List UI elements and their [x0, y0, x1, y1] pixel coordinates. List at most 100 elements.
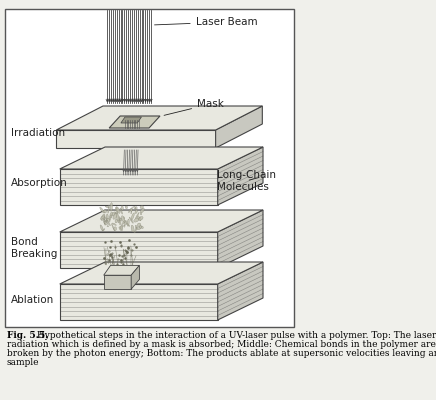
- Polygon shape: [109, 116, 160, 128]
- Polygon shape: [60, 262, 263, 284]
- Ellipse shape: [120, 226, 123, 230]
- Ellipse shape: [121, 206, 123, 210]
- Ellipse shape: [126, 222, 130, 226]
- Text: Bond
Breaking: Bond Breaking: [11, 237, 58, 259]
- Ellipse shape: [140, 212, 142, 215]
- Ellipse shape: [111, 212, 116, 216]
- Ellipse shape: [129, 217, 133, 223]
- Polygon shape: [104, 275, 131, 289]
- Ellipse shape: [102, 229, 105, 231]
- Ellipse shape: [115, 212, 118, 214]
- Ellipse shape: [114, 227, 116, 230]
- Ellipse shape: [103, 218, 106, 225]
- Ellipse shape: [120, 208, 123, 214]
- Ellipse shape: [110, 212, 113, 216]
- Ellipse shape: [107, 218, 110, 222]
- Polygon shape: [60, 169, 218, 205]
- Ellipse shape: [131, 225, 134, 232]
- Ellipse shape: [131, 213, 134, 220]
- Ellipse shape: [139, 216, 143, 220]
- Ellipse shape: [140, 217, 141, 221]
- Ellipse shape: [134, 218, 139, 222]
- Ellipse shape: [140, 208, 144, 213]
- Text: radiation which is defined by a mask is absorbed; Middle: Chemical bonds in the : radiation which is defined by a mask is …: [7, 340, 436, 349]
- Ellipse shape: [135, 227, 137, 233]
- Ellipse shape: [136, 228, 140, 230]
- Ellipse shape: [136, 212, 139, 218]
- Text: Hypothetical steps in the interaction of a UV-laser pulse with a polymer. Top: T: Hypothetical steps in the interaction of…: [34, 331, 436, 340]
- Ellipse shape: [112, 224, 115, 231]
- Ellipse shape: [109, 216, 111, 220]
- Text: Laser Beam: Laser Beam: [154, 17, 257, 27]
- Ellipse shape: [135, 225, 137, 229]
- Ellipse shape: [113, 213, 118, 219]
- Polygon shape: [60, 210, 263, 232]
- Ellipse shape: [130, 208, 133, 211]
- FancyBboxPatch shape: [6, 9, 294, 327]
- Polygon shape: [60, 232, 218, 268]
- Text: Long-Chain
Molecules: Long-Chain Molecules: [217, 170, 276, 192]
- Ellipse shape: [138, 216, 139, 219]
- Polygon shape: [56, 106, 262, 130]
- Ellipse shape: [105, 206, 109, 208]
- Ellipse shape: [121, 225, 123, 229]
- Text: Ablation: Ablation: [11, 295, 54, 305]
- Text: Absorption: Absorption: [11, 178, 68, 188]
- Ellipse shape: [139, 226, 142, 228]
- Ellipse shape: [100, 216, 105, 219]
- Ellipse shape: [116, 213, 119, 221]
- Ellipse shape: [115, 219, 117, 223]
- Ellipse shape: [137, 223, 141, 227]
- Text: Fig. 5.5.: Fig. 5.5.: [7, 331, 48, 340]
- Ellipse shape: [112, 223, 116, 225]
- Ellipse shape: [116, 207, 120, 214]
- Text: Mask: Mask: [164, 99, 224, 115]
- Polygon shape: [216, 106, 262, 148]
- Polygon shape: [60, 284, 218, 320]
- Ellipse shape: [104, 221, 107, 225]
- Ellipse shape: [125, 206, 128, 209]
- Ellipse shape: [105, 217, 106, 219]
- Text: broken by the photon energy; Bottom: The products ablate at supersonic velocitie: broken by the photon energy; Bottom: The…: [7, 349, 436, 358]
- Ellipse shape: [133, 206, 136, 209]
- Text: sample: sample: [7, 358, 39, 367]
- Polygon shape: [60, 147, 263, 169]
- Ellipse shape: [141, 226, 143, 228]
- Text: Irradiation: Irradiation: [11, 128, 65, 138]
- Ellipse shape: [129, 209, 131, 213]
- Ellipse shape: [127, 219, 129, 226]
- Polygon shape: [218, 262, 263, 320]
- Polygon shape: [56, 130, 216, 148]
- Ellipse shape: [122, 216, 125, 222]
- Ellipse shape: [107, 226, 109, 227]
- Polygon shape: [121, 117, 141, 123]
- Ellipse shape: [104, 219, 105, 224]
- Ellipse shape: [103, 210, 106, 213]
- Ellipse shape: [135, 210, 137, 214]
- Polygon shape: [131, 266, 140, 289]
- Ellipse shape: [122, 220, 126, 225]
- Ellipse shape: [123, 217, 124, 219]
- Polygon shape: [104, 266, 140, 275]
- Ellipse shape: [106, 214, 108, 221]
- Ellipse shape: [131, 207, 133, 214]
- Polygon shape: [218, 210, 263, 268]
- Ellipse shape: [101, 214, 105, 220]
- Ellipse shape: [105, 220, 107, 223]
- Ellipse shape: [124, 221, 127, 226]
- Ellipse shape: [140, 206, 143, 208]
- Polygon shape: [218, 147, 263, 205]
- Ellipse shape: [119, 218, 121, 225]
- Ellipse shape: [120, 218, 122, 221]
- Ellipse shape: [110, 215, 112, 218]
- Ellipse shape: [119, 227, 123, 231]
- Ellipse shape: [100, 207, 104, 213]
- Ellipse shape: [110, 203, 112, 211]
- Ellipse shape: [123, 225, 125, 227]
- Ellipse shape: [108, 205, 109, 213]
- Ellipse shape: [106, 220, 110, 226]
- Ellipse shape: [135, 207, 137, 210]
- Ellipse shape: [115, 207, 118, 211]
- Ellipse shape: [100, 225, 103, 231]
- Ellipse shape: [118, 217, 120, 223]
